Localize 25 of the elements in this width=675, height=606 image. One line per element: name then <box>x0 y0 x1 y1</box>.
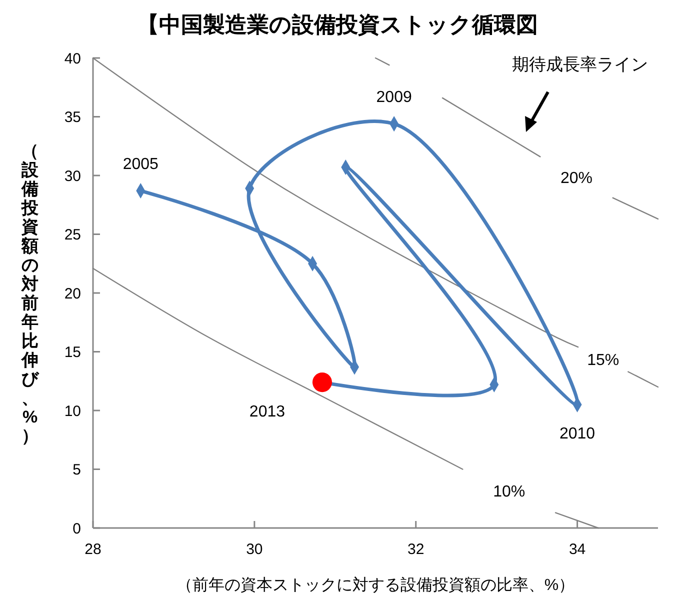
y-tick-label: 35 <box>64 109 81 126</box>
y-tick-label: 15 <box>64 344 81 361</box>
series-label: 20% <box>560 170 592 187</box>
annotation: 期待成長率ライン <box>512 55 648 74</box>
annotation: 2005 <box>122 156 159 173</box>
x-tick-label: 28 <box>84 541 102 558</box>
y-tick-label: 30 <box>64 168 81 185</box>
y-tick-label: 10 <box>64 402 81 420</box>
y-tick-label: 0 <box>72 520 81 538</box>
y-tick-label: 20 <box>64 285 81 302</box>
x-axis-title: （前年の資本ストックに対する設備投資額の比率、%） <box>176 576 575 594</box>
annotation: 2010 <box>559 426 596 443</box>
chart-title: 【中国製造業の設備投資ストック循環図 <box>137 12 538 37</box>
x-tick-label: 32 <box>408 541 424 558</box>
y-tick-label: 40 <box>64 50 81 68</box>
x-tick-label: 34 <box>568 541 586 558</box>
series-label: 15% <box>587 352 620 369</box>
text: 10% <box>493 484 526 501</box>
x-tick-label: 30 <box>246 541 263 558</box>
y-tick-label: 25 <box>64 226 81 244</box>
annotation: 2009 <box>376 88 412 106</box>
point <box>312 372 332 392</box>
text: （設備投資額の対前年比伸び、%） <box>22 141 38 446</box>
y-tick-label: 5 <box>72 462 81 478</box>
annotation: 2013 <box>249 403 286 420</box>
